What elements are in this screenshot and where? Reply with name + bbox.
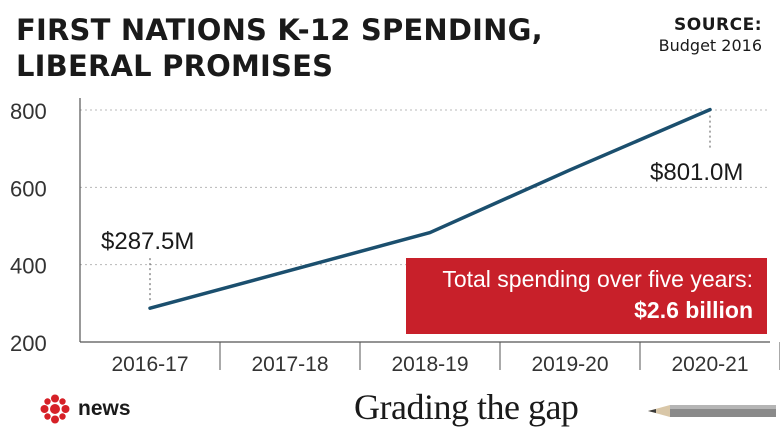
- brand-name: news: [78, 397, 131, 420]
- x-tick-label: 2018-19: [391, 353, 468, 376]
- x-tick-label: 2017-18: [251, 353, 328, 376]
- y-tick-label: 400: [10, 254, 47, 279]
- callout-line2: $2.6 billion: [634, 297, 753, 323]
- brand-logo: news: [38, 394, 131, 424]
- y-tick-label: 200: [10, 331, 47, 356]
- x-tick-label: 2020-21: [671, 353, 748, 376]
- tagline: Grading the gap: [354, 387, 579, 427]
- chart-title-line1: FIRST NATIONS K-12 SPENDING,: [16, 13, 543, 47]
- series-line: [148, 107, 712, 310]
- source-label: SOURCE:: [674, 15, 762, 35]
- y-tick-label: 600: [10, 176, 47, 201]
- total-callout: Total spending over five years: $2.6 bil…: [406, 258, 767, 334]
- source-value: Budget 2016: [658, 36, 762, 55]
- x-tick-label: 2019-20: [531, 353, 608, 376]
- chart-title-line2: LIBERAL PROMISES: [16, 49, 334, 83]
- x-tick-label: 2016-17: [111, 353, 188, 376]
- cbc-gem-icon: [40, 394, 70, 424]
- data-label: $287.5M: [101, 228, 194, 255]
- pencil-icon: [648, 405, 776, 417]
- callout-line1: Total spending over five years:: [442, 266, 753, 292]
- chart-title: FIRST NATIONS K-12 SPENDING, LIBERAL PRO…: [16, 12, 616, 84]
- data-label: $801.0M: [650, 159, 743, 186]
- source-note: SOURCE: Budget 2016: [659, 14, 762, 56]
- y-tick-label: 800: [10, 99, 47, 124]
